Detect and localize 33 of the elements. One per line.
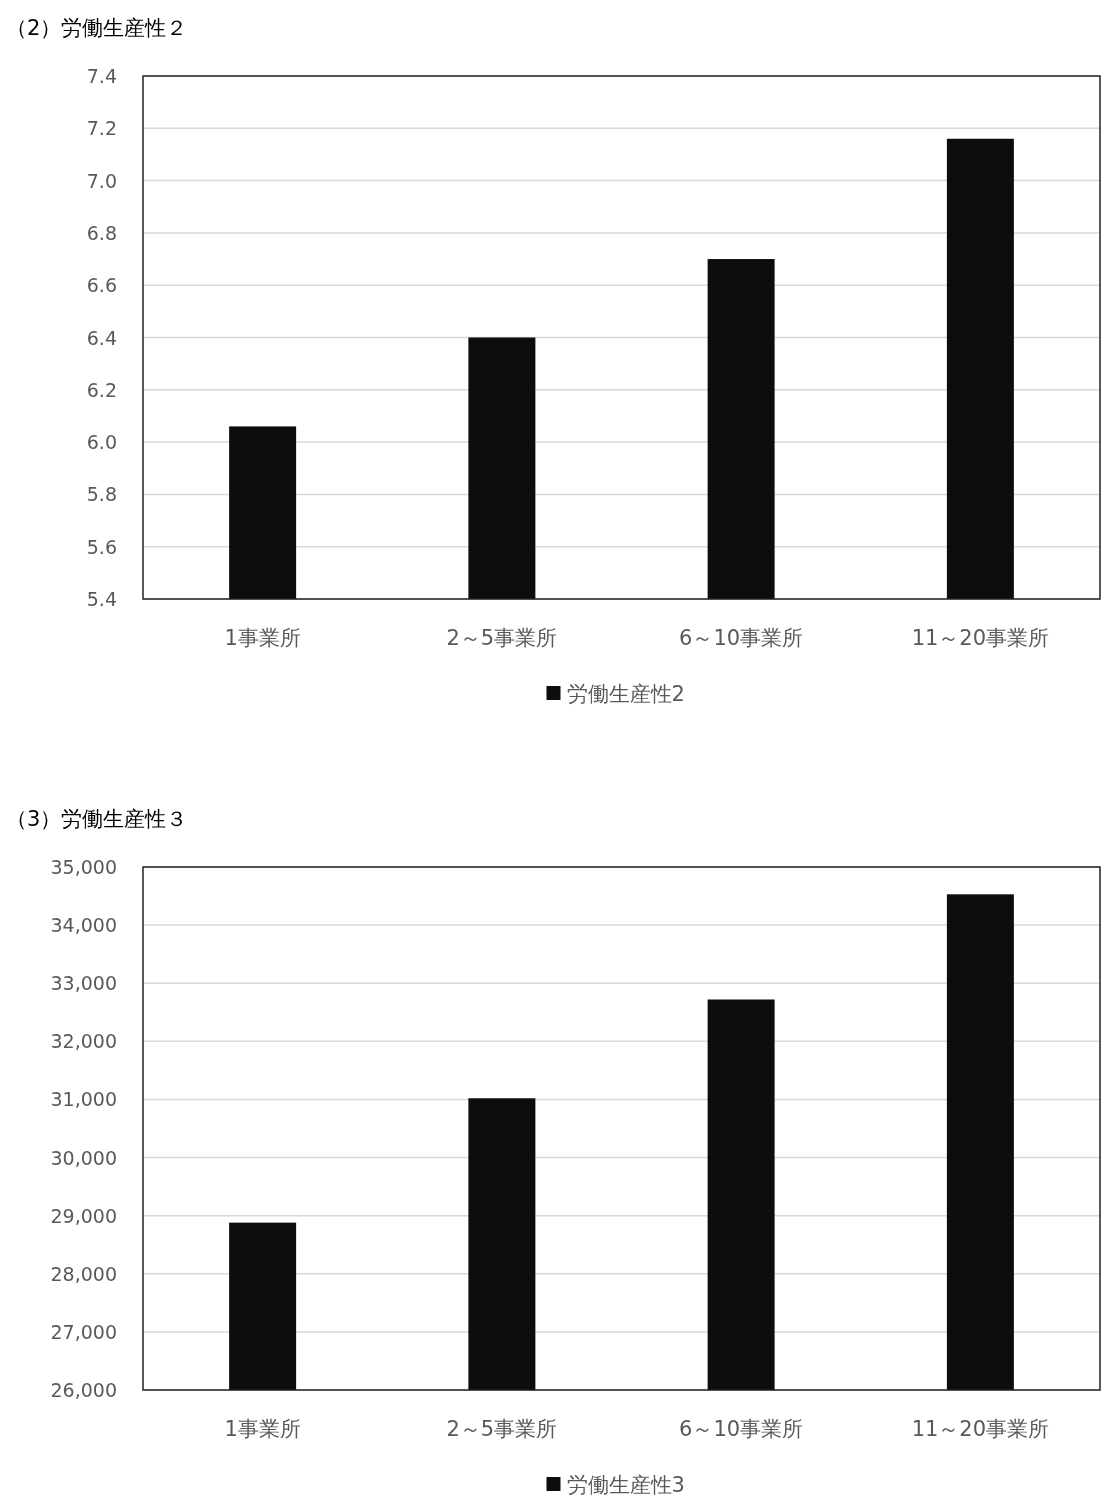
x-tick-label: 1事業所 <box>224 1417 301 1441</box>
y-tick-label: 27,000 <box>50 1320 117 1343</box>
y-tick-label: 32,000 <box>50 1030 117 1053</box>
y-tick-label: 7.0 <box>86 169 117 192</box>
y-tick-label: 6.2 <box>86 378 117 401</box>
x-tick-label: 6～10事業所 <box>679 1417 804 1441</box>
y-tick-label: 33,000 <box>50 972 117 995</box>
x-tick-label: 11～20事業所 <box>911 626 1050 650</box>
y-tick-label: 7.4 <box>86 65 117 87</box>
chart-title: （3）労働生産性３ <box>6 807 188 831</box>
y-tick-label: 5.8 <box>86 483 117 506</box>
legend-label: 労働生産性2 <box>566 682 685 706</box>
chart-title: （2）労働生産性２ <box>6 16 188 40</box>
y-tick-label: 6.0 <box>86 431 117 454</box>
y-tick-label: 7.2 <box>86 117 117 140</box>
y-tick-label: 29,000 <box>50 1204 117 1227</box>
y-tick-label: 34,000 <box>50 914 117 937</box>
y-tick-label: 26,000 <box>50 1379 117 1401</box>
y-tick-label: 30,000 <box>50 1146 117 1169</box>
y-tick-label: 5.4 <box>86 588 117 610</box>
x-tick-label: 1事業所 <box>224 626 301 650</box>
y-tick-label: 6.6 <box>86 274 117 297</box>
y-tick-label: 31,000 <box>50 1088 117 1111</box>
y-tick-label: 6.8 <box>86 221 117 244</box>
y-tick-label: 6.4 <box>86 326 117 349</box>
y-tick-label: 5.6 <box>86 535 117 558</box>
x-tick-label: 2～5事業所 <box>446 1417 558 1441</box>
x-tick-label: 6～10事業所 <box>679 626 804 650</box>
x-tick-label: 11～20事業所 <box>911 1417 1050 1441</box>
x-tick-label: 2～5事業所 <box>446 626 558 650</box>
legend-label: 労働生産性3 <box>566 1473 685 1497</box>
y-tick-label: 28,000 <box>50 1262 117 1285</box>
y-tick-label: 35,000 <box>50 856 117 878</box>
